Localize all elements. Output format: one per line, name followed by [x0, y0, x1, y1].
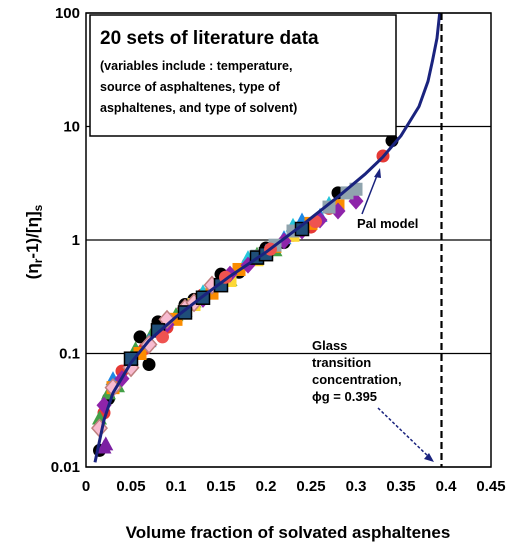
x-tick-label: 0.45: [476, 478, 505, 495]
x-tick-label: 0.1: [166, 478, 187, 495]
data-point-series-11: [156, 330, 169, 344]
x-tick-labels: 0 0.05 0.1 0.15 0.2 0.25 0.3 0.35 0.4 0.45: [82, 478, 506, 495]
x-tick-label: 0.2: [256, 478, 277, 495]
x-tick-label: 0.4: [436, 478, 458, 495]
pal-model-arrow: [361, 172, 379, 215]
data-point-series-9: [322, 200, 336, 214]
glass-label-3: concentration,: [312, 372, 402, 387]
glass-label-1: Glass: [312, 338, 347, 353]
glass-label-2: transition: [312, 355, 371, 370]
pal-model-arrowhead: [374, 168, 381, 178]
plot-frame: [85, 12, 492, 468]
y-tick-label: 10: [63, 119, 80, 136]
x-tick-label: 0.3: [346, 478, 367, 495]
x-tick-label: 0: [82, 478, 90, 495]
info-box-line-2: source of asphaltenes, type of: [100, 80, 281, 94]
x-axis-title: Volume fraction of solvated asphaltenes: [126, 523, 451, 542]
y-tick-label: 0.1: [59, 346, 80, 363]
y-tick-label: 100: [55, 5, 80, 22]
pal-model-curve: [93, 12, 442, 463]
y-axis-title: (ηr-1)/[η]s: [23, 204, 45, 279]
info-box-line-1: (variables include : temperature,: [100, 59, 292, 73]
glass-arrow: [377, 407, 431, 459]
info-box-line-3: asphaltenes, and type of solvent): [100, 101, 297, 115]
data-point-series-0: [133, 330, 147, 344]
x-tick-label: 0.35: [386, 478, 415, 495]
data-point-series-12: [98, 436, 114, 451]
y-tick-labels: 0.01 0.1 1 10 100: [51, 5, 80, 476]
y-tick-label: 0.01: [51, 459, 80, 476]
pal-model-label: Pal model: [357, 216, 418, 231]
x-tick-label: 0.15: [206, 478, 235, 495]
info-box: [89, 14, 397, 137]
x-tick-label: 0.05: [116, 478, 145, 495]
data-point-series-0: [142, 357, 156, 371]
data-points: [90, 134, 399, 457]
glass-label-4: ϕg = 0.395: [312, 389, 377, 404]
data-point-series-8: [140, 334, 158, 355]
glass-arrowhead: [424, 453, 434, 462]
info-box-title: 20 sets of literature data: [100, 28, 319, 49]
y-tick-label: 1: [72, 232, 80, 249]
x-tick-label: 0.25: [296, 478, 325, 495]
